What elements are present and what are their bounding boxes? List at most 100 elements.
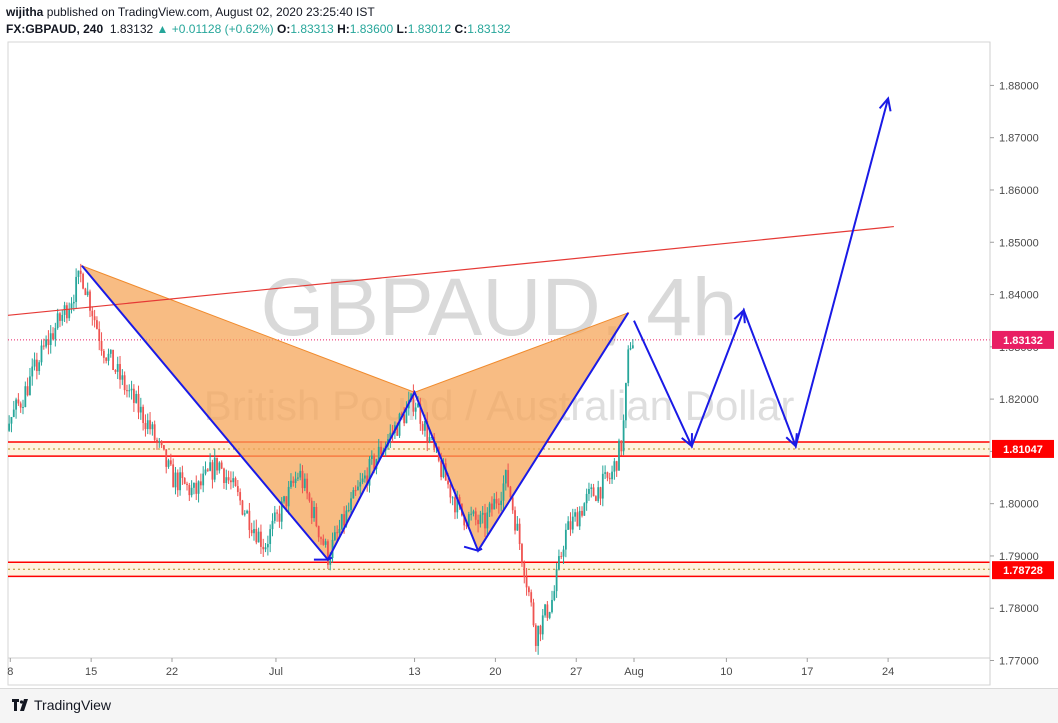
- candle-body: [560, 556, 563, 558]
- x-tick-label: 10: [720, 666, 732, 678]
- candle-body: [456, 497, 459, 513]
- candle-body: [583, 503, 586, 516]
- author-name[interactable]: wijitha: [6, 5, 44, 19]
- candle-body: [70, 303, 73, 310]
- candle-body: [620, 440, 623, 452]
- candle-body: [278, 513, 281, 522]
- candle-body: [419, 403, 422, 424]
- candle-body: [266, 543, 269, 548]
- candle-body: [35, 359, 38, 372]
- candle-body: [421, 423, 424, 431]
- candle-body: [611, 471, 613, 480]
- candle-body: [310, 500, 313, 519]
- candle-body: [126, 390, 128, 392]
- candle-body: [597, 487, 600, 501]
- candle-body: [377, 446, 380, 460]
- candle-body: [93, 316, 96, 321]
- close-value: 1.83132: [467, 22, 511, 36]
- candle-body: [329, 557, 332, 565]
- candle-body: [574, 512, 576, 517]
- price-chart[interactable]: GBPAUD, 4hBritish Pound / Australian Dol…: [0, 0, 1058, 688]
- candle-body: [45, 339, 48, 347]
- candle-body: [622, 420, 625, 452]
- candle-body: [544, 604, 546, 616]
- candle-body: [68, 309, 71, 319]
- x-tick-label: 15: [85, 666, 97, 678]
- candle-body: [213, 457, 216, 480]
- candle-body: [225, 477, 228, 484]
- candle-body: [530, 592, 533, 603]
- candle-body: [363, 475, 366, 479]
- candle-body: [516, 523, 519, 531]
- candle-body: [137, 393, 140, 413]
- candle-body: [578, 510, 581, 527]
- up-arrow-icon: ▲: [156, 22, 169, 36]
- candle-body: [486, 512, 489, 529]
- candle-body: [269, 529, 272, 544]
- candle-body: [109, 349, 112, 354]
- candle-body: [320, 537, 322, 539]
- candle-body: [33, 359, 36, 367]
- candle-body: [347, 509, 350, 511]
- candle-body: [186, 483, 188, 486]
- candle-body: [114, 370, 117, 372]
- candle-body: [479, 514, 482, 525]
- price-label-bg-2: [992, 561, 1054, 580]
- tradingview-logo-icon[interactable]: [12, 697, 30, 713]
- candle-body: [604, 472, 607, 474]
- candle-body: [273, 512, 276, 521]
- candle-body: [91, 310, 94, 317]
- candle-body: [380, 446, 382, 455]
- candle-body: [84, 288, 87, 296]
- candle-body: [220, 462, 223, 469]
- candle-body: [571, 516, 574, 530]
- candle-body: [417, 403, 419, 408]
- candle-body: [428, 437, 431, 442]
- candle-body: [414, 407, 417, 412]
- candle-body: [548, 612, 551, 618]
- candle-body: [227, 477, 230, 481]
- candle-body: [317, 526, 320, 538]
- candle-body: [75, 276, 78, 302]
- candle-body: [405, 408, 408, 424]
- candle-body: [539, 625, 542, 635]
- candle-body: [153, 424, 156, 440]
- candle-body: [176, 472, 179, 491]
- candle-body: [12, 409, 15, 417]
- candle-body: [299, 470, 302, 478]
- tradingview-brand[interactable]: TradingView: [34, 697, 112, 713]
- candle-body: [629, 348, 632, 350]
- candle-body: [585, 493, 588, 504]
- candle-body: [61, 314, 64, 321]
- projection-arrow-3: [785, 433, 798, 449]
- candle-body: [613, 461, 616, 472]
- candle-body: [255, 528, 258, 543]
- x-tick-label: Jul: [269, 666, 283, 678]
- low-value: 1.83012: [407, 22, 452, 36]
- candle-body: [315, 506, 318, 527]
- candle-body: [241, 500, 244, 515]
- candle-body: [47, 339, 50, 345]
- candle-body: [558, 556, 560, 570]
- candle-body: [250, 530, 253, 534]
- candle-body: [599, 487, 602, 499]
- candle-body: [454, 497, 456, 513]
- candles: [1, 263, 634, 655]
- candle-body: [389, 432, 392, 440]
- candle-body: [146, 420, 149, 430]
- y-tick-label: 1.88000: [999, 80, 1039, 92]
- candle-body: [49, 333, 52, 345]
- candle-body: [72, 301, 75, 304]
- candle-body: [449, 484, 452, 498]
- candle-body: [128, 390, 131, 392]
- candle-body: [121, 375, 124, 380]
- pattern-hook-a: [313, 556, 333, 561]
- candle-body: [287, 486, 290, 507]
- symbol-name[interactable]: FX:GBPAUD, 240: [6, 22, 104, 36]
- candle-body: [537, 625, 540, 646]
- candle-body: [514, 510, 516, 531]
- candle-body: [17, 399, 20, 404]
- candle-body: [322, 538, 325, 545]
- candle-body: [1, 444, 3, 448]
- low-label: L:: [396, 22, 408, 36]
